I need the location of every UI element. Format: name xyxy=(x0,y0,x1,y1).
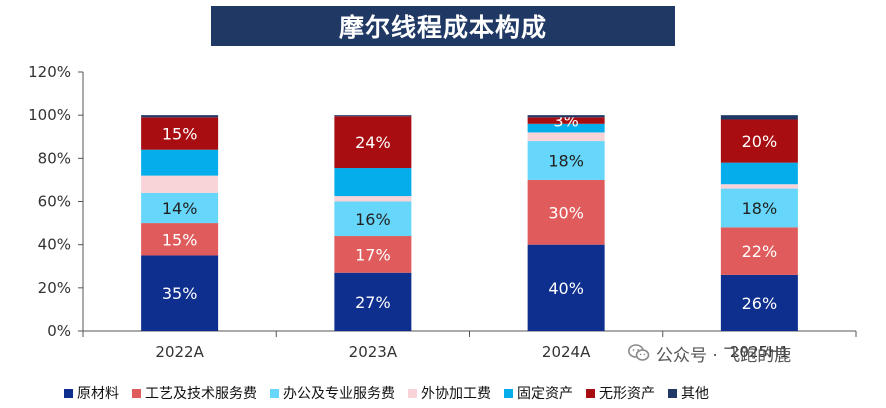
chart-title: 摩尔线程成本构成 xyxy=(211,6,675,46)
data-label: 24% xyxy=(355,133,391,152)
bar-segment xyxy=(720,184,798,189)
x-tick-label: 2024A xyxy=(542,343,591,361)
data-label: 35% xyxy=(162,284,198,303)
data-label: 22% xyxy=(742,242,778,261)
data-label: 30% xyxy=(548,203,584,222)
bar-segment xyxy=(141,192,219,224)
legend-label: 固定资产 xyxy=(517,386,573,402)
bar-segment xyxy=(527,141,605,180)
bar-segment xyxy=(141,115,219,118)
data-label: 16% xyxy=(355,210,391,229)
watermark: 公众号 · 飞跑的鹿 xyxy=(628,337,791,369)
bar-segment xyxy=(141,117,219,150)
x-tick-label: 2025H1 xyxy=(730,343,789,361)
legend-item: 工艺及技术服务费 xyxy=(132,383,257,403)
x-tick-label: 2022A xyxy=(155,343,204,361)
data-label: 20% xyxy=(742,132,778,151)
bar-segment xyxy=(141,149,219,176)
legend-swatch xyxy=(504,388,513,398)
data-label: 18% xyxy=(742,199,778,218)
legend-swatch xyxy=(64,388,73,398)
chart-legend: 原材料 工艺及技术服务费 办公及专业服务费 外协加工费 固定资产 无形资产 其他 xyxy=(64,382,722,404)
legend-label: 工艺及技术服务费 xyxy=(145,386,257,402)
y-tick-label: 100% xyxy=(28,106,71,124)
legend-item: 办公及专业服务费 xyxy=(270,383,395,403)
legend-label: 其他 xyxy=(681,386,709,402)
y-tick-label: 60% xyxy=(38,193,71,211)
legend-item: 外协加工费 xyxy=(408,383,491,403)
legend-item: 其他 xyxy=(668,383,709,403)
bar-segment xyxy=(720,162,798,185)
bar-segment xyxy=(527,244,605,331)
bar-segment xyxy=(334,196,412,202)
bar-segment xyxy=(141,223,219,256)
x-tick-label: 2023A xyxy=(349,343,398,361)
bar-segment xyxy=(141,175,219,193)
legend-item: 无形资产 xyxy=(586,383,655,403)
bar-segment xyxy=(334,201,412,237)
y-tick-label: 80% xyxy=(38,149,71,167)
bar-segment xyxy=(334,236,412,273)
bar-segment xyxy=(527,117,605,124)
legend-swatch xyxy=(668,388,677,398)
legend-item: 原材料 xyxy=(64,383,119,403)
y-tick-label: 20% xyxy=(38,279,71,297)
data-label: 17% xyxy=(355,245,391,264)
legend-swatch xyxy=(270,388,279,398)
legend-item: 固定资产 xyxy=(504,383,573,403)
data-label: 3% xyxy=(553,112,578,131)
legend-swatch xyxy=(408,388,417,398)
legend-label: 无形资产 xyxy=(599,386,655,402)
data-label: 15% xyxy=(162,230,198,249)
bar-segment xyxy=(720,227,798,275)
legend-label: 外协加工费 xyxy=(421,386,491,402)
bar-segment xyxy=(527,115,605,118)
wechat-icon xyxy=(628,344,650,361)
data-label: 27% xyxy=(355,293,391,312)
bar-segment xyxy=(720,115,798,120)
bar-segment xyxy=(334,272,412,331)
legend-swatch xyxy=(132,388,141,398)
bar-segment xyxy=(720,274,798,331)
data-label: 15% xyxy=(162,125,198,144)
legend-swatch xyxy=(586,388,595,398)
y-tick-label: 120% xyxy=(28,63,71,81)
bar-segment xyxy=(527,179,605,245)
bar-segment xyxy=(527,123,605,133)
watermark-text: 公众号 · 飞跑的鹿 xyxy=(656,345,792,366)
stacked-bar-chart: 0% 20% 40% 60% 80% 100% 120% 2022A 35% 15% 14% 15% 2… xyxy=(28,63,857,361)
bar-segment xyxy=(334,168,412,197)
bar-segment xyxy=(141,255,219,331)
bar-segment xyxy=(334,116,412,169)
data-label: 40% xyxy=(548,279,584,298)
legend-label: 原材料 xyxy=(77,386,119,402)
data-label: 14% xyxy=(162,199,198,218)
y-tick-label: 40% xyxy=(38,236,71,254)
bar-segment xyxy=(720,188,798,228)
data-label: 18% xyxy=(548,151,584,170)
bar-segment xyxy=(720,119,798,163)
data-label: 26% xyxy=(742,294,778,313)
bar-segment xyxy=(527,132,605,142)
bar-segment xyxy=(334,115,412,117)
legend-label: 办公及专业服务费 xyxy=(283,386,395,402)
y-tick-label: 0% xyxy=(47,322,71,340)
